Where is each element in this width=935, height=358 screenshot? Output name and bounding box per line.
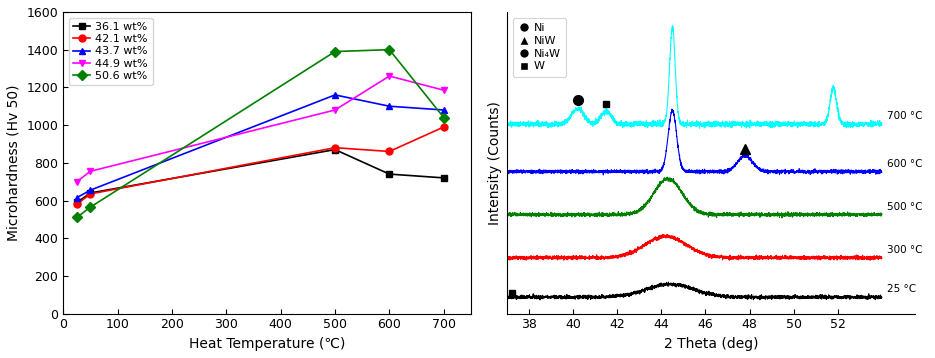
42.1 wt% [439, 125, 450, 129]
50.6 wt% [85, 205, 96, 209]
Line: 42.1 wt%: 42.1 wt% [73, 124, 447, 208]
50.6 wt% [383, 48, 395, 52]
50.6 wt% [71, 215, 82, 219]
X-axis label: Heat Temperature (℃): Heat Temperature (℃) [189, 337, 345, 351]
43.7 wt% [439, 108, 450, 112]
Line: 36.1 wt%: 36.1 wt% [73, 146, 447, 206]
Line: 43.7 wt%: 43.7 wt% [73, 91, 447, 201]
Line: 44.9 wt%: 44.9 wt% [73, 73, 447, 185]
43.7 wt% [71, 195, 82, 200]
X-axis label: 2 Theta (deg): 2 Theta (deg) [664, 337, 758, 351]
Legend: Ni, NiW, Ni₄W, W: Ni, NiW, Ni₄W, W [512, 18, 567, 77]
36.1 wt% [71, 200, 82, 204]
Text: 300 °C: 300 °C [887, 245, 923, 255]
43.7 wt% [383, 104, 395, 108]
Y-axis label: Microhardness (Hv 50): Microhardness (Hv 50) [7, 84, 21, 241]
36.1 wt% [383, 172, 395, 176]
50.6 wt% [439, 115, 450, 120]
42.1 wt% [71, 202, 82, 207]
43.7 wt% [329, 93, 340, 97]
Text: 500 °C: 500 °C [887, 202, 923, 212]
Line: 50.6 wt%: 50.6 wt% [73, 46, 447, 221]
50.6 wt% [329, 49, 340, 54]
Y-axis label: Intensity (Counts): Intensity (Counts) [487, 101, 501, 225]
36.1 wt% [85, 191, 96, 195]
Text: 700 °C: 700 °C [887, 111, 923, 121]
44.9 wt% [329, 108, 340, 112]
44.9 wt% [71, 179, 82, 184]
42.1 wt% [383, 149, 395, 154]
36.1 wt% [329, 147, 340, 152]
44.9 wt% [383, 74, 395, 78]
43.7 wt% [85, 188, 96, 192]
44.9 wt% [439, 88, 450, 92]
36.1 wt% [439, 176, 450, 180]
Text: 25 °C: 25 °C [887, 284, 916, 294]
42.1 wt% [329, 146, 340, 150]
Legend: 36.1 wt%, 42.1 wt%, 43.7 wt%, 44.9 wt%, 50.6 wt%: 36.1 wt%, 42.1 wt%, 43.7 wt%, 44.9 wt%, … [69, 18, 152, 85]
42.1 wt% [85, 192, 96, 196]
Text: 600 °C: 600 °C [887, 159, 923, 169]
44.9 wt% [85, 169, 96, 173]
